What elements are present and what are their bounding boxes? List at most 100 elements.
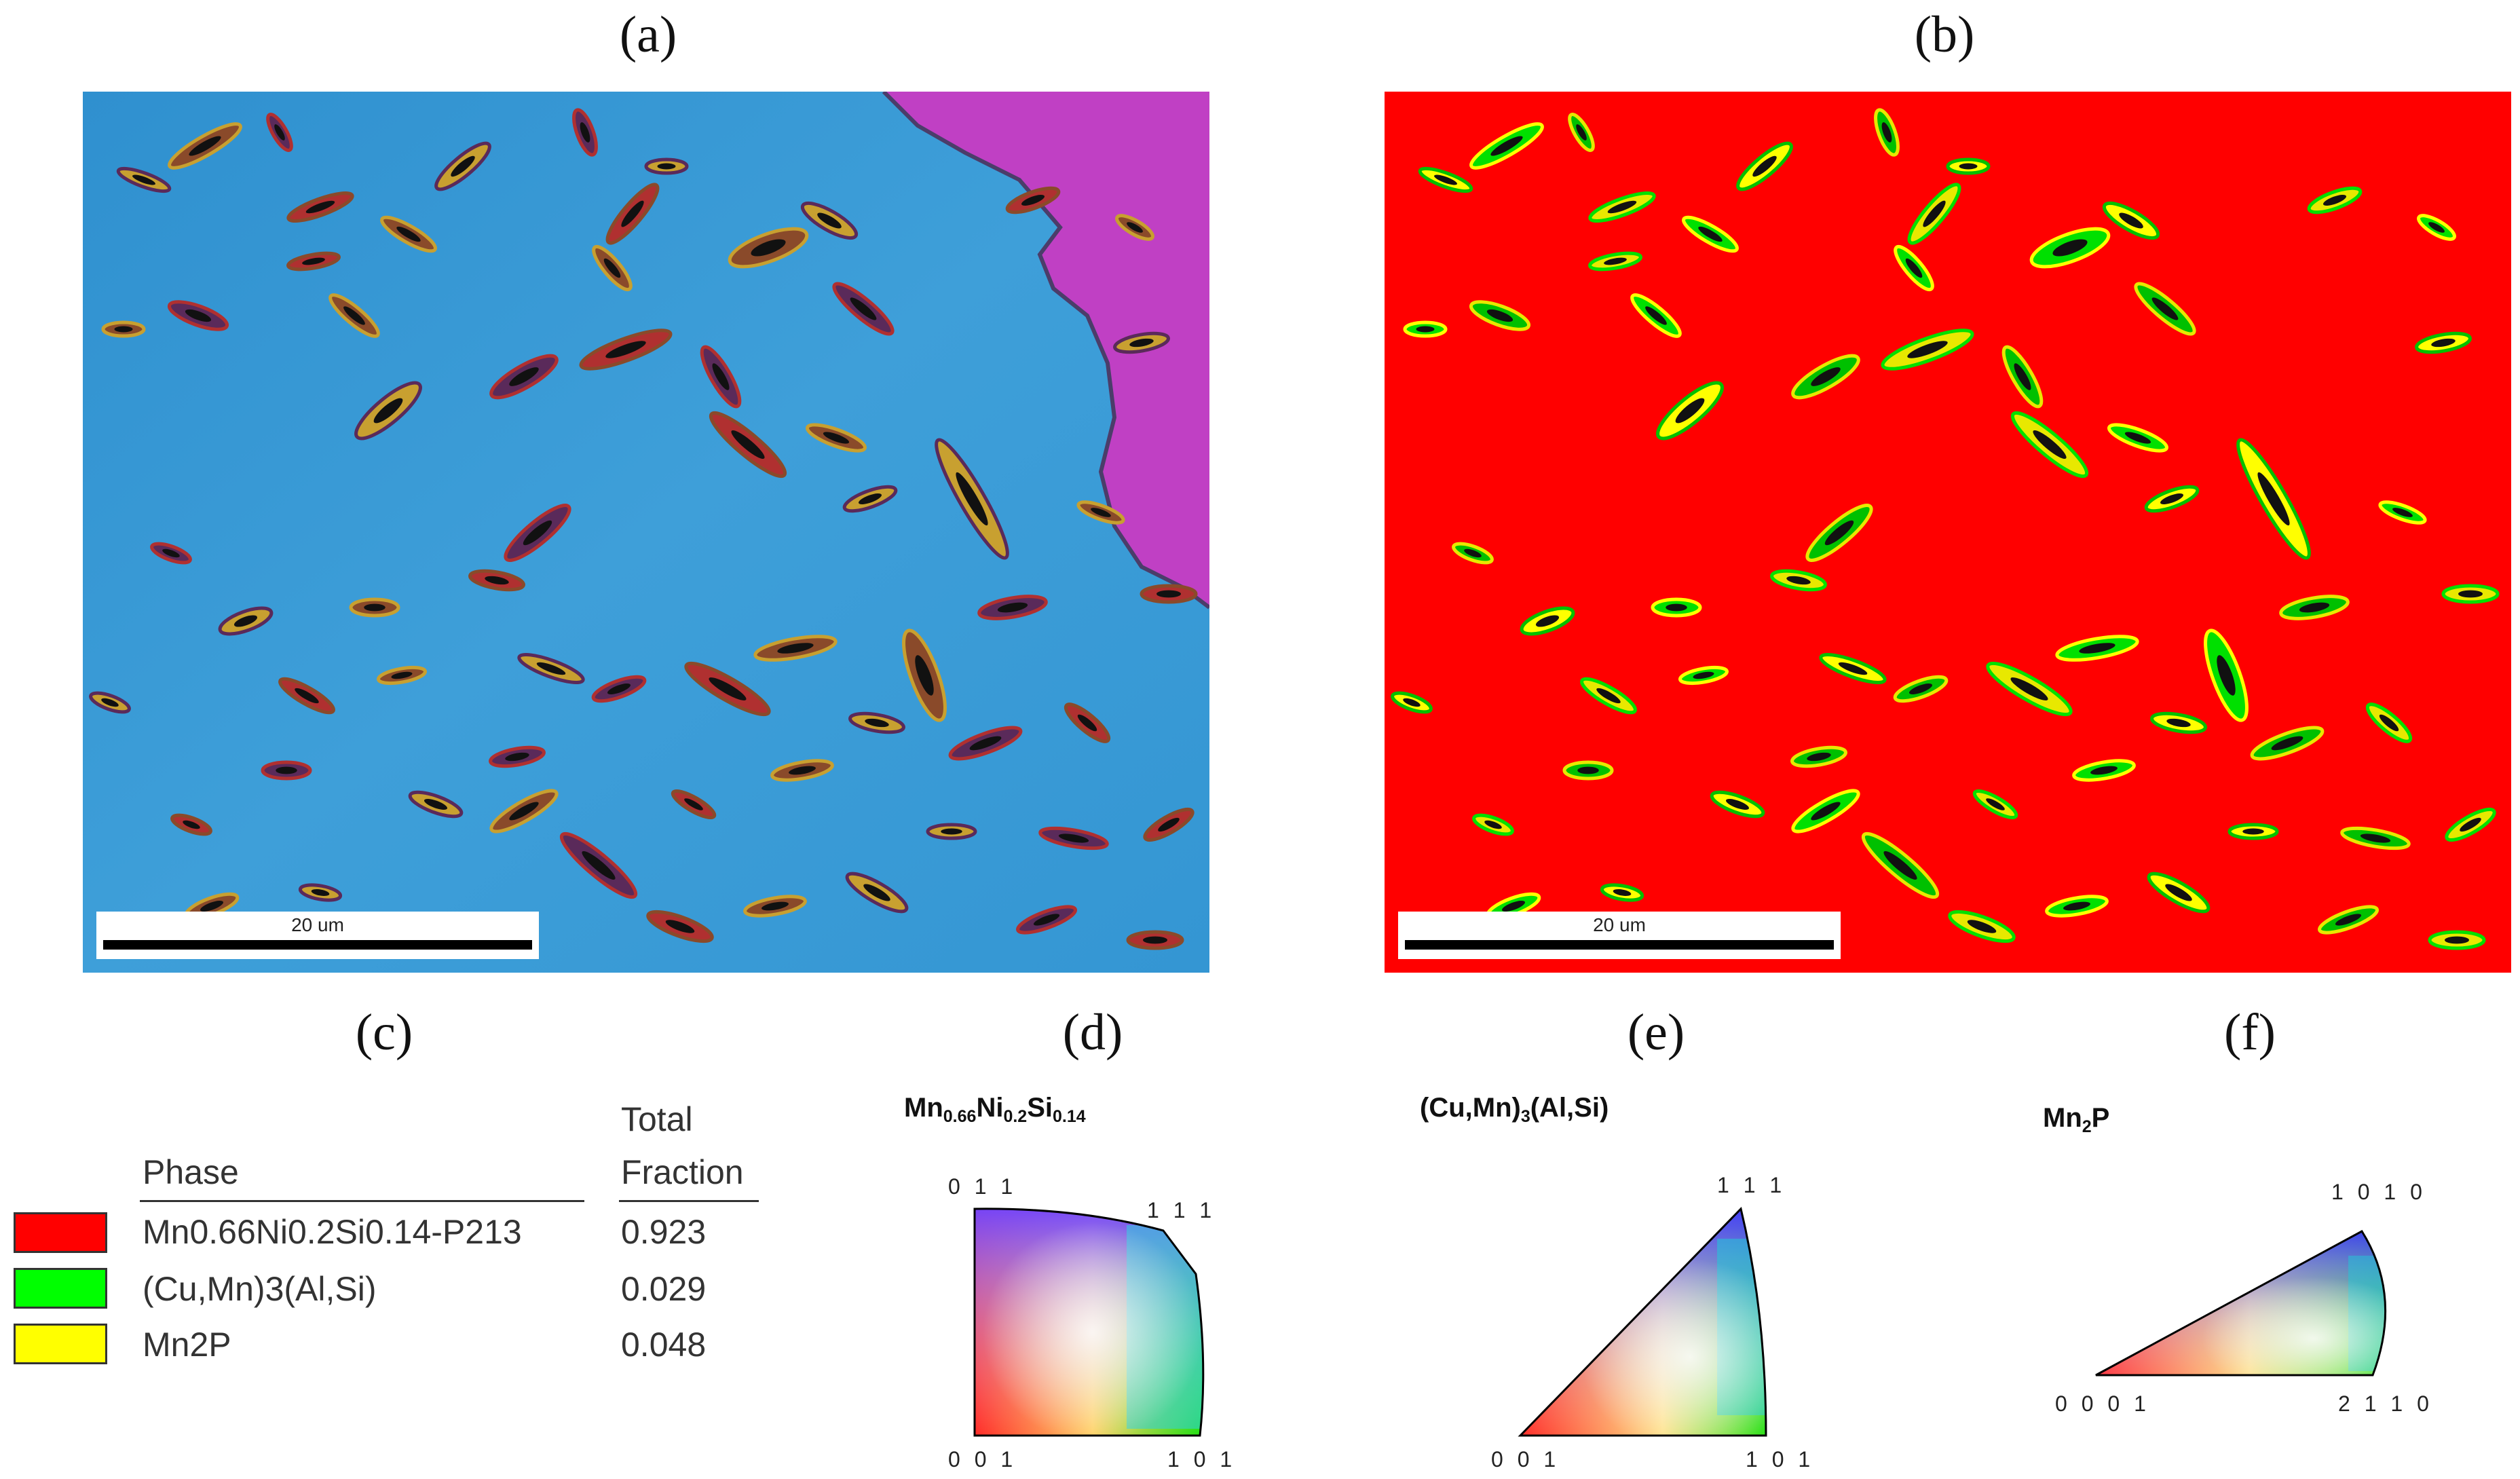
legend-row-fraction: 0.923	[621, 1213, 707, 1251]
scale-bar-b: 20 um	[1398, 912, 1841, 959]
microstructure-particle-core	[2166, 718, 2191, 728]
microstructure-particle-core	[731, 430, 765, 459]
microstructure-particle-core	[789, 766, 816, 775]
ipf-map-graphic	[83, 92, 1209, 973]
microstructure-particle-core	[761, 901, 789, 911]
microstructure-particle-core	[373, 398, 403, 424]
microstructure-particle-core	[823, 432, 850, 444]
microstructure-particle-core	[1576, 124, 1587, 141]
microstructure-particle-core	[2299, 602, 2330, 613]
scale-bar-line-a	[103, 940, 532, 950]
microstructure-particle-core	[1811, 802, 1841, 821]
microstructure-particle-core	[1077, 714, 1097, 732]
microstructure-particle-core	[1824, 520, 1854, 546]
microstructure-particle-core	[2428, 222, 2445, 233]
microstructure-particle-core	[2335, 914, 2362, 926]
microstructure-particle-core	[1838, 662, 1868, 675]
microstructure-particle-core	[1645, 306, 1667, 325]
legend-rule-fraction	[619, 1200, 759, 1202]
microstructure-particle-core	[1486, 309, 1513, 322]
ipf-title-d: Mn0.66Ni0.2Si0.14	[904, 1093, 1086, 1126]
microstructure-particle-core	[1156, 590, 1181, 598]
microstructure-particle-core	[2119, 212, 2143, 229]
microstructure-particle-core	[1967, 920, 1997, 933]
microstructure-particle-core	[915, 655, 934, 696]
microstructure-particle-core	[305, 200, 335, 214]
phase-map: 20 um	[1385, 92, 2511, 973]
microstructure-particle-core	[1434, 174, 1457, 185]
microstructure-particle-core	[1416, 326, 1435, 333]
ipf-e-corner-001: 0 0 1	[1491, 1447, 1560, 1472]
microstructure-particle-core	[200, 901, 224, 912]
legend-header-total: Total	[621, 1100, 693, 1138]
microstructure-particle-core	[1501, 901, 1526, 912]
microstructure-particle-core	[1129, 338, 1154, 348]
panel-label-a: (a)	[619, 6, 677, 63]
legend-swatch-green	[14, 1268, 107, 1309]
microstructure-particle-core	[582, 851, 616, 880]
legend-row-name: Mn0.66Ni0.2Si0.14-P213	[143, 1213, 522, 1251]
microstructure-particle-core	[311, 888, 330, 897]
microstructure-particle-core	[2151, 297, 2179, 320]
microstructure-particle-core	[1021, 195, 1045, 206]
microstructure-particle-core	[607, 684, 631, 694]
microstructure-particle-core	[523, 520, 552, 546]
microstructure-particle-core	[1613, 888, 1632, 897]
microstructure-particle-core	[1666, 603, 1687, 612]
microstructure-particle-core	[603, 258, 621, 278]
legend-row-name: (Cu,Mn)3(Al,Si)	[143, 1270, 377, 1308]
microstructure-particle-core	[1752, 155, 1777, 177]
panel-label-f: (f)	[2224, 1004, 2276, 1061]
microstructure-particle-core	[2257, 472, 2290, 526]
microstructure-particle-core	[1091, 508, 1111, 517]
microstructure-particle-core	[114, 326, 133, 333]
microstructure-particle-core	[2322, 195, 2347, 206]
microstructure-particle-core	[1607, 200, 1637, 214]
microstructure-particle-core	[1698, 226, 1723, 242]
microstructure-particle-core	[777, 643, 814, 654]
microstructure-particle-core	[451, 155, 475, 177]
microstructure-particle-core	[605, 341, 646, 358]
microstructure-particle-core	[1535, 615, 1560, 627]
microstructure-particle-core	[2079, 643, 2115, 654]
legend-swatch-red	[14, 1212, 107, 1253]
microstructure-particle-core	[396, 226, 421, 242]
legend-header-fraction: Fraction	[621, 1153, 744, 1191]
microstructure-particle-core	[2242, 828, 2264, 835]
microstructure-particle-core	[276, 766, 297, 774]
microstructure-particle-core	[2445, 936, 2469, 944]
legend-row-fraction: 0.029	[621, 1270, 707, 1308]
microstructure-particle-core	[1403, 698, 1421, 707]
microstructure-particle-core	[997, 602, 1028, 613]
ipf-orientation-map: 20 um	[83, 92, 1209, 973]
microstructure-particle-core	[2033, 430, 2067, 459]
microstructure-particle-core	[2360, 834, 2391, 843]
legend-rule-phase	[140, 1200, 584, 1202]
microstructure-particle-core	[817, 212, 842, 229]
microstructure-particle-core	[1907, 341, 1948, 358]
microstructure-particle-core	[509, 367, 539, 386]
microstructure-particle-core	[621, 200, 644, 227]
microstructure-particle-core	[2063, 901, 2090, 911]
microstructure-particle-core	[101, 698, 119, 707]
ipf-key-f	[2095, 1230, 2387, 1377]
microstructure-particle-core	[485, 576, 509, 585]
microstructure-particle-core	[850, 297, 877, 320]
ipf-d-corner-011: 0 1 1	[948, 1174, 1017, 1199]
microstructure-particle-core	[424, 799, 448, 810]
microstructure-particle-core	[1675, 398, 1705, 424]
ipf-d-corner-111: 1 1 1	[1147, 1198, 1216, 1222]
scale-bar-line-b	[1405, 940, 1834, 950]
microstructure-particle-core	[858, 493, 882, 504]
microstructure-particle-core	[505, 752, 529, 762]
scale-bar-label-b: 20 um	[1593, 914, 1646, 935]
microstructure-particle-core	[863, 884, 890, 901]
microstructure-particle-core	[189, 136, 221, 156]
ipf-f-corner-2-1-10: 2 1 1 0	[2338, 1391, 2433, 1416]
microstructure-particle-core	[1883, 851, 1917, 880]
microstructure-particle-core	[132, 174, 155, 185]
microstructure-particle-core	[665, 920, 695, 933]
microstructure-particle-core	[969, 736, 1002, 751]
legend-row-name: Mn2P	[143, 1326, 231, 1364]
microstructure-particle-core	[2460, 817, 2481, 832]
